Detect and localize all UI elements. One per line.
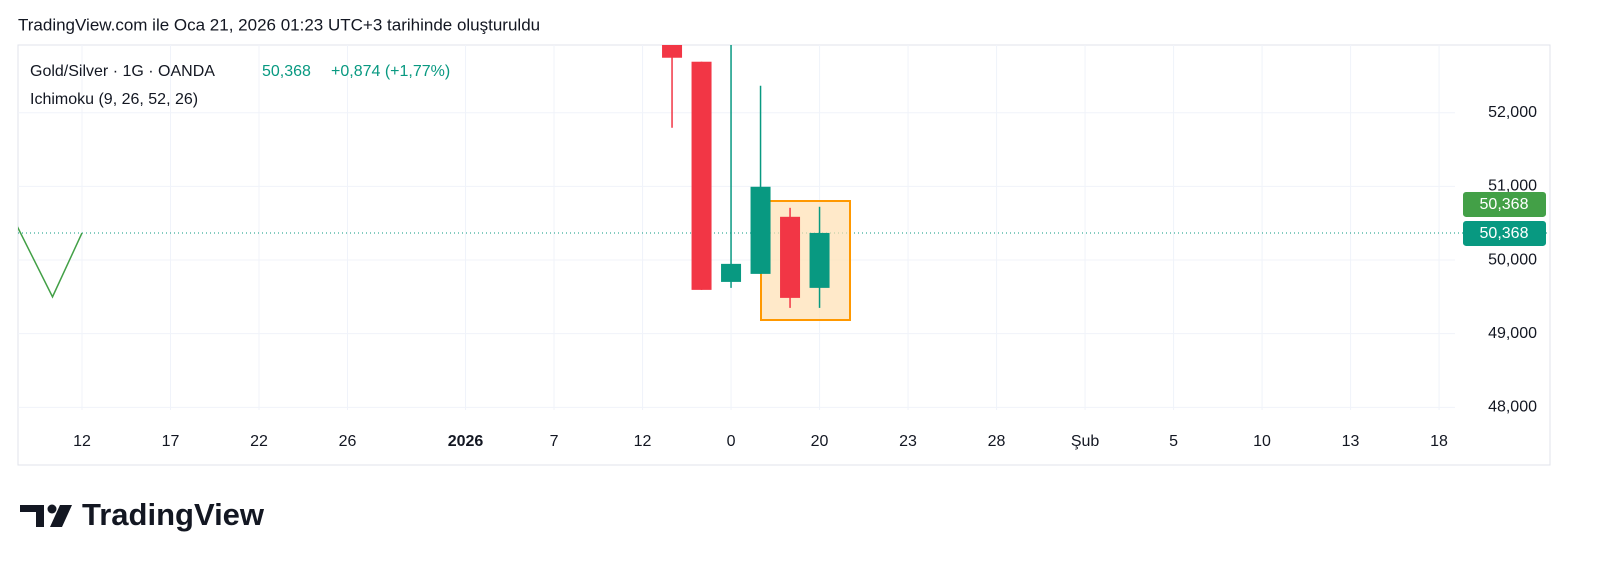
candle-body bbox=[780, 216, 801, 298]
last-price: 50,368 bbox=[262, 63, 311, 80]
indicator-label: Ichimoku (9, 26, 52, 26) bbox=[30, 91, 198, 108]
candle-body bbox=[721, 263, 742, 282]
candle-body bbox=[750, 186, 771, 274]
candle-body bbox=[809, 232, 830, 288]
candle-body bbox=[662, 45, 683, 58]
logo-mark bbox=[50, 505, 72, 527]
logo-mark bbox=[47, 504, 57, 514]
price-badge-label: 50,368 bbox=[1480, 196, 1529, 213]
chart-title: Gold/Silver · 1G · OANDA bbox=[30, 63, 215, 80]
x-tick-label: 7 bbox=[550, 433, 559, 450]
x-tick-label: 5 bbox=[1169, 433, 1178, 450]
x-tick-label: 12 bbox=[634, 433, 652, 450]
y-tick-label: 50,000 bbox=[1488, 251, 1537, 268]
x-tick-label: 17 bbox=[162, 433, 180, 450]
x-tick-label: Şub bbox=[1071, 433, 1100, 450]
x-tick-label: 23 bbox=[899, 433, 917, 450]
price-change: +0,874 (+1,77%) bbox=[331, 63, 450, 80]
price-badge bbox=[1463, 220, 1546, 246]
x-tick-label: 20 bbox=[811, 433, 829, 450]
y-tick-label: 51,000 bbox=[1488, 178, 1537, 195]
x-tick-label: 10 bbox=[1253, 433, 1271, 450]
candle-body bbox=[691, 61, 712, 290]
x-tick-label: 26 bbox=[339, 433, 357, 450]
chart-frame bbox=[17, 44, 1551, 466]
caption: TradingView.com ile Oca 21, 2026 01:23 U… bbox=[18, 15, 540, 34]
x-tick-label: 18 bbox=[1430, 433, 1448, 450]
y-tick-label: 49,000 bbox=[1488, 325, 1537, 342]
y-tick-label: 52,000 bbox=[1488, 104, 1537, 121]
logo-mark bbox=[20, 505, 44, 527]
indicator-line bbox=[18, 226, 83, 299]
y-tick-label: 48,000 bbox=[1488, 399, 1537, 416]
logo-text: TradingView bbox=[82, 497, 265, 532]
price-badge-label: 50,368 bbox=[1480, 225, 1529, 242]
price-badge bbox=[1463, 191, 1546, 217]
x-tick-label: 13 bbox=[1342, 433, 1360, 450]
x-tick-label: 12 bbox=[73, 433, 91, 450]
x-tick-label: 28 bbox=[988, 433, 1006, 450]
highlight-box bbox=[760, 200, 851, 321]
logo: TradingView bbox=[20, 497, 265, 532]
x-tick-label: 2026 bbox=[448, 433, 484, 450]
x-tick-label: 0 bbox=[727, 433, 736, 450]
x-tick-label: 22 bbox=[250, 433, 268, 450]
